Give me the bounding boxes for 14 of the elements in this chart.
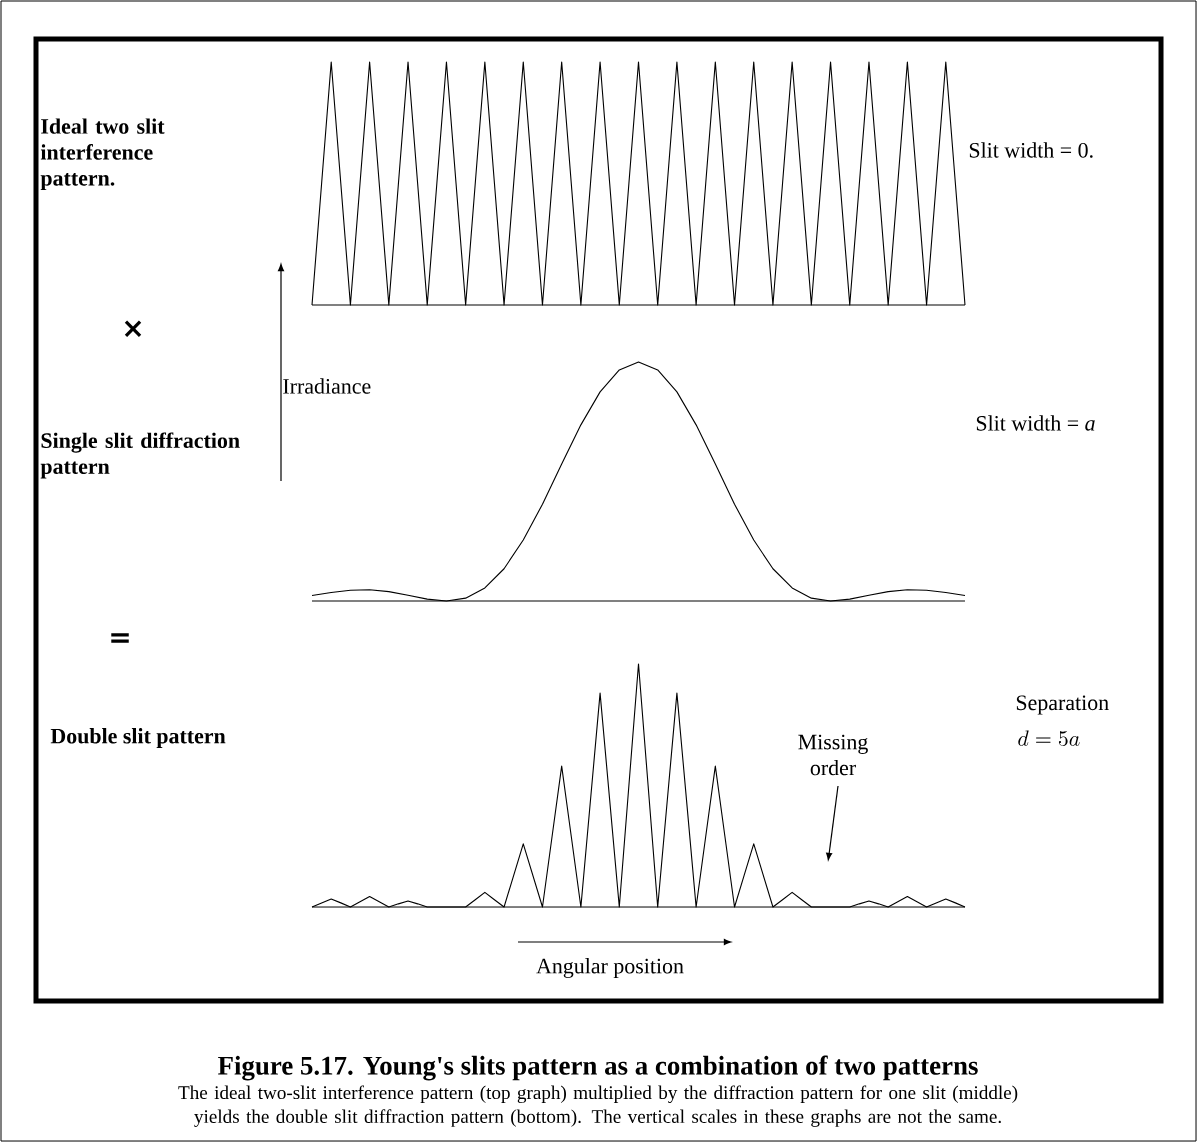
annotation: Missing order (798, 734, 868, 776)
text: × (124, 320, 142, 337)
x-axis-title: Angular position (536, 958, 684, 978)
y-axis-title: Irradiance (283, 378, 371, 394)
text: Slit width = 0. (969, 142, 1093, 158)
text: Separation (1016, 695, 1109, 715)
text: $d = 5a$ (1018, 730, 1080, 747)
text: Ideal two slit interference pattern. (40, 118, 165, 191)
text: Single slit diffraction pattern (40, 432, 240, 479)
text: Slit width = a (976, 415, 1095, 431)
caption: Figure 5.17. Young's slits pattern as a combination of two patterns (218, 1055, 978, 1081)
text: The ideal two-slit interference pattern (top graph) multiplied by the diffraction pattern for one slit (middle) yields the double slit diffraction pattern (bottom). The vertical scales in these graphs are not the same. (178, 1085, 1018, 1127)
text: = (111, 633, 129, 643)
text: Double slit pattern (50, 728, 226, 748)
